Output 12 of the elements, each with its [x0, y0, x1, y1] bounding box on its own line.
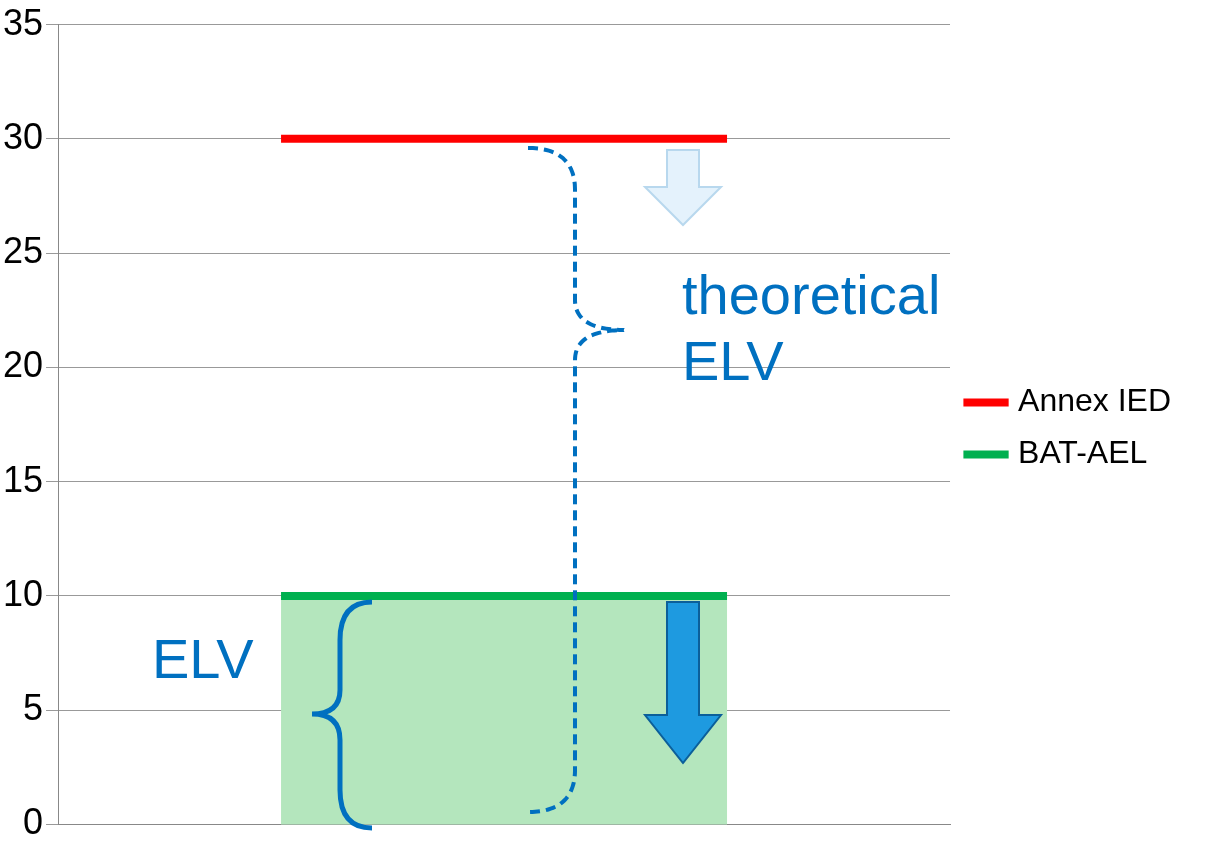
y-tick-label: 10: [3, 572, 44, 614]
y-tick-label: 20: [3, 344, 44, 386]
y-tick-label: 5: [23, 687, 44, 729]
y-tick-label: 0: [23, 801, 44, 843]
y-tick-label: 35: [3, 1, 44, 43]
legend-label: Annex IED: [1018, 382, 1171, 419]
y-tick-label: 15: [3, 458, 44, 500]
annotation: theoretical ELV: [682, 263, 941, 392]
y-tick-label: 30: [3, 115, 44, 157]
legend-label: BAT-AEL: [1018, 434, 1148, 471]
annotation: ELV: [152, 626, 254, 692]
y-tick-label: 25: [3, 230, 44, 272]
